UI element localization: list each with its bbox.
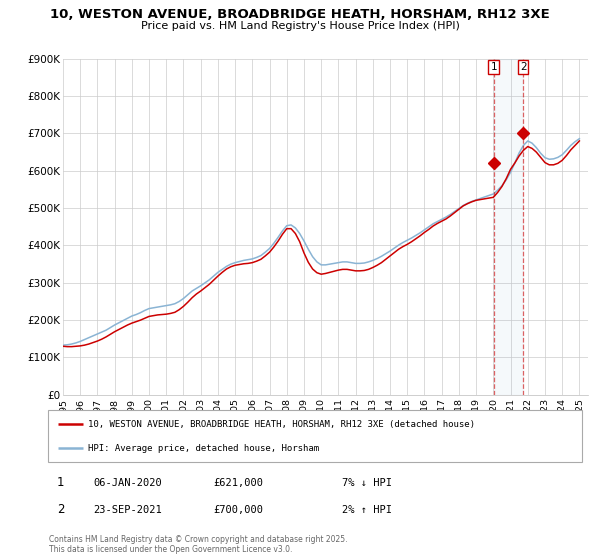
Text: 2% ↑ HPI: 2% ↑ HPI: [342, 505, 392, 515]
Text: 10, WESTON AVENUE, BROADBRIDGE HEATH, HORSHAM, RH12 3XE: 10, WESTON AVENUE, BROADBRIDGE HEATH, HO…: [50, 8, 550, 21]
Text: Contains HM Land Registry data © Crown copyright and database right 2025.
This d: Contains HM Land Registry data © Crown c…: [49, 535, 348, 554]
Text: £621,000: £621,000: [213, 478, 263, 488]
Text: 2: 2: [57, 503, 64, 516]
Text: 1: 1: [57, 476, 64, 489]
Text: 7% ↓ HPI: 7% ↓ HPI: [342, 478, 392, 488]
Text: £700,000: £700,000: [213, 505, 263, 515]
Text: 1: 1: [490, 62, 497, 72]
Text: HPI: Average price, detached house, Horsham: HPI: Average price, detached house, Hors…: [88, 444, 319, 452]
Text: 2: 2: [520, 62, 526, 72]
FancyBboxPatch shape: [48, 410, 582, 462]
Text: 10, WESTON AVENUE, BROADBRIDGE HEATH, HORSHAM, RH12 3XE (detached house): 10, WESTON AVENUE, BROADBRIDGE HEATH, HO…: [88, 420, 475, 429]
Bar: [494, 59, 523, 395]
Text: 23-SEP-2021: 23-SEP-2021: [93, 505, 162, 515]
Text: 06-JAN-2020: 06-JAN-2020: [93, 478, 162, 488]
Text: Price paid vs. HM Land Registry's House Price Index (HPI): Price paid vs. HM Land Registry's House …: [140, 21, 460, 31]
